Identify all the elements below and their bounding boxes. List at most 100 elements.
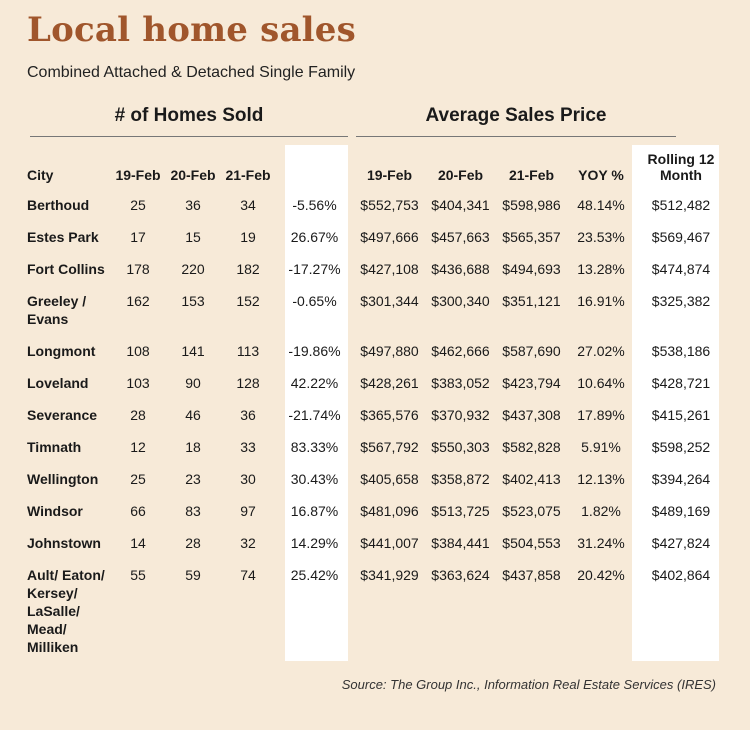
city-cell: Timnath xyxy=(27,439,82,455)
homes-21-cell: 36 xyxy=(240,407,256,423)
price-21-cell: $437,858 xyxy=(502,567,561,583)
price-20-cell: $513,725 xyxy=(431,503,490,519)
col-header-homes-20: 20-Feb xyxy=(170,167,216,183)
homes-yoy-cell: -19.86% xyxy=(288,343,341,359)
table-row: Ault/ Eaton/ Kersey/ LaSalle/ Mead/ Mill… xyxy=(22,559,727,663)
table-row: Longmont 108 141 113 -19.86% $497,880 $462,666… xyxy=(22,335,727,367)
homes-19-cell: 25 xyxy=(130,197,146,213)
col-header-price-yoy: YOY % xyxy=(578,167,624,183)
homes-21-cell: 152 xyxy=(236,293,260,309)
city-cell: Johnstown xyxy=(27,535,101,551)
price-19-cell: $497,666 xyxy=(360,229,419,245)
homes-21-cell: 33 xyxy=(240,439,256,455)
price-20-cell: $384,441 xyxy=(431,535,490,551)
table-row: Wellington 25 23 30 30.43% $405,658 $358,872 $4… xyxy=(22,463,727,495)
city-cell: Loveland xyxy=(27,375,89,391)
price-yoy-cell: 12.13% xyxy=(577,471,625,487)
col-header-price-21: 21-Feb xyxy=(508,167,555,183)
rolling-cell: $474,874 xyxy=(651,261,711,277)
source-note: Source: The Group Inc., Information Real… xyxy=(341,677,716,692)
price-20-cell: $457,663 xyxy=(431,229,490,245)
homes-yoy-cell: 25.42% xyxy=(290,567,339,583)
homes-yoy-cell: 14.29% xyxy=(290,535,339,551)
table-row: Johnstown 14 28 32 14.29% $441,007 $384,441 $50… xyxy=(22,527,727,559)
rolling-cell: $569,467 xyxy=(651,229,711,245)
homes-21-cell: 128 xyxy=(236,375,260,391)
col-header-homes-yoy xyxy=(275,139,354,189)
price-21-cell: $582,828 xyxy=(502,439,561,455)
rolling-cell: $512,482 xyxy=(651,197,711,213)
price-20-cell: $370,932 xyxy=(431,407,490,423)
price-yoy-cell: 10.64% xyxy=(577,375,625,391)
table-row: Berthoud 25 36 34 -5.56% $552,753 $404,341 $598… xyxy=(22,189,727,221)
price-20-cell: $383,052 xyxy=(431,375,490,391)
sales-table: City 19-Feb 20-Feb 21-Feb 19-Feb 20-Feb … xyxy=(22,139,727,663)
price-yoy-cell: 23.53% xyxy=(577,229,625,245)
col-header-price-19: 19-Feb xyxy=(366,167,413,183)
price-21-cell: $523,075 xyxy=(502,503,561,519)
price-19-cell: $441,007 xyxy=(360,535,419,551)
price-yoy-cell: 13.28% xyxy=(577,261,625,277)
homes-yoy-cell: -21.74% xyxy=(288,407,341,423)
col-header-rolling: Rolling 12 Month xyxy=(647,151,715,183)
homes-20-cell: 83 xyxy=(185,503,201,519)
price-21-cell: $402,413 xyxy=(502,471,561,487)
homes-19-cell: 12 xyxy=(130,439,146,455)
homes-21-cell: 19 xyxy=(240,229,256,245)
price-20-cell: $300,340 xyxy=(431,293,490,309)
table-row: Severance 28 46 36 -21.74% $365,576 $370,932 $4… xyxy=(22,399,727,431)
homes-21-cell: 182 xyxy=(236,261,260,277)
homes-20-cell: 220 xyxy=(181,261,205,277)
city-cell: Wellington xyxy=(27,471,99,487)
price-20-cell: $363,624 xyxy=(431,567,490,583)
rolling-column-background xyxy=(632,145,719,661)
price-19-cell: $341,929 xyxy=(360,567,419,583)
homes-19-cell: 28 xyxy=(130,407,146,423)
city-cell: Estes Park xyxy=(27,229,99,245)
homes-21-cell: 113 xyxy=(236,343,260,359)
homes-21-cell: 97 xyxy=(240,503,256,519)
price-yoy-cell: 5.91% xyxy=(581,439,621,455)
price-19-cell: $567,792 xyxy=(360,439,419,455)
price-19-cell: $497,880 xyxy=(360,343,419,359)
price-21-cell: $598,986 xyxy=(502,197,561,213)
homes-sold-divider xyxy=(30,136,348,137)
city-cell: Ault/ Eaton/ Kersey/ LaSalle/ Mead/ Mill… xyxy=(27,567,105,655)
city-cell: Severance xyxy=(27,407,98,423)
homes-yoy-column-background xyxy=(285,145,348,661)
homes-20-cell: 36 xyxy=(185,197,201,213)
price-21-cell: $437,308 xyxy=(502,407,561,423)
price-21-cell: $351,121 xyxy=(502,293,561,309)
homes-20-cell: 59 xyxy=(185,567,201,583)
homes-yoy-cell: 30.43% xyxy=(290,471,339,487)
homes-yoy-cell: -17.27% xyxy=(288,261,341,277)
homes-20-cell: 23 xyxy=(185,471,201,487)
homes-19-cell: 178 xyxy=(126,261,150,277)
homes-20-cell: 141 xyxy=(181,343,205,359)
price-21-cell: $504,553 xyxy=(502,535,561,551)
homes-21-cell: 74 xyxy=(240,567,256,583)
price-yoy-cell: 31.24% xyxy=(577,535,625,551)
price-20-cell: $358,872 xyxy=(431,471,490,487)
rolling-cell: $427,824 xyxy=(651,535,711,551)
homes-20-cell: 153 xyxy=(181,293,205,309)
homes-20-cell: 90 xyxy=(185,375,201,391)
rolling-cell: $489,169 xyxy=(651,503,711,519)
price-yoy-cell: 27.02% xyxy=(577,343,625,359)
homes-19-cell: 162 xyxy=(126,293,150,309)
homes-19-cell: 103 xyxy=(126,375,150,391)
price-yoy-cell: 17.89% xyxy=(577,407,625,423)
price-20-cell: $550,303 xyxy=(431,439,490,455)
homes-19-cell: 25 xyxy=(130,471,146,487)
homes-yoy-cell: -0.65% xyxy=(292,293,337,309)
homes-21-cell: 32 xyxy=(240,535,256,551)
rolling-cell: $428,721 xyxy=(651,375,711,391)
homes-19-cell: 14 xyxy=(130,535,146,551)
homes-19-cell: 55 xyxy=(130,567,146,583)
homes-20-cell: 46 xyxy=(185,407,201,423)
price-21-cell: $494,693 xyxy=(502,261,561,277)
price-19-cell: $405,658 xyxy=(360,471,419,487)
price-yoy-cell: 48.14% xyxy=(577,197,625,213)
table-row: Windsor 66 83 97 16.87% $481,096 $513,725 $523,… xyxy=(22,495,727,527)
table-row: Loveland 103 90 128 42.22% $428,261 $383,052 $4… xyxy=(22,367,727,399)
